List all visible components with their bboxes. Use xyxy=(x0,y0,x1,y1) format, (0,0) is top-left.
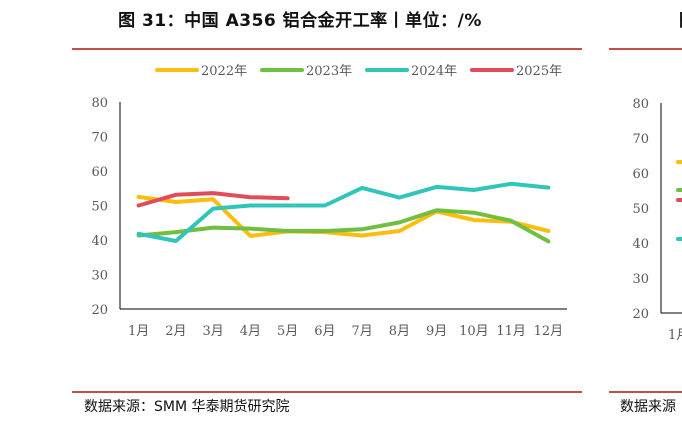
x-tick-label: 3月 xyxy=(202,324,223,339)
legend-label: 2025年 xyxy=(516,64,562,79)
top-rule-right xyxy=(609,48,682,50)
series-line-2022年 xyxy=(136,194,551,238)
bottom-rule-right xyxy=(609,391,682,393)
partial-y-tick-label: 30 xyxy=(632,272,649,287)
data-source: 数据来源：SMM 华泰期货研究院 xyxy=(84,399,290,415)
partial-y-tick-label: 40 xyxy=(632,237,649,252)
bottom-rule xyxy=(72,391,582,393)
y-tick-label: 60 xyxy=(91,165,108,180)
partial-y-tick-label: 70 xyxy=(632,132,649,147)
chart-title: 图 31：中国 A356 铝合金开工率丨单位：/% xyxy=(118,11,482,31)
x-tick-label: 11月 xyxy=(496,324,526,339)
x-tick-label: 1月 xyxy=(128,324,149,339)
x-tick-label: 7月 xyxy=(351,324,372,339)
y-tick-label: 80 xyxy=(91,96,108,111)
x-tick-label: 2月 xyxy=(165,324,186,339)
x-tick-label: 4月 xyxy=(240,324,261,339)
partial-y-tick-label: 60 xyxy=(632,167,649,182)
y-tick-label: 50 xyxy=(91,200,108,215)
series-line-2024年 xyxy=(136,181,551,243)
legend-label: 2023年 xyxy=(306,64,352,79)
partial-y-tick-label: 80 xyxy=(632,97,649,112)
x-tick-label: 8月 xyxy=(389,324,410,339)
line-chart: 20 30 40 50 60 70 80 1月 2月 3月 4月 5月 6月 7月 8月 9月 10月 11月 12… xyxy=(91,64,567,339)
y-tick-label: 30 xyxy=(91,269,108,284)
partial-y-tick-label: 50 xyxy=(632,202,649,217)
y-tick-label: 40 xyxy=(91,234,108,249)
series-line-2023年 xyxy=(136,208,551,244)
x-tick-label: 5月 xyxy=(277,324,298,339)
next-line-chart-partial: 20 30 40 50 60 70 80 1月 xyxy=(632,97,682,343)
x-tick-label: 9月 xyxy=(426,324,447,339)
x-tick-label: 10月 xyxy=(459,324,489,339)
legend-label: 2024年 xyxy=(411,64,457,79)
x-tick-label: 6月 xyxy=(314,324,335,339)
next-chart-title-partial: 图 xyxy=(679,6,682,31)
partial-x-tick-label: 1月 xyxy=(668,328,682,343)
y-tick-label: 20 xyxy=(91,303,108,318)
partial-y-tick-label: 20 xyxy=(632,307,649,322)
series-line-2025年 xyxy=(136,191,290,208)
y-tick-label: 70 xyxy=(91,131,108,146)
x-tick-label: 12月 xyxy=(534,324,564,339)
next-data-source-partial: 数据来源 xyxy=(620,399,676,415)
top-rule xyxy=(72,48,582,50)
legend-label: 2022年 xyxy=(201,64,247,79)
